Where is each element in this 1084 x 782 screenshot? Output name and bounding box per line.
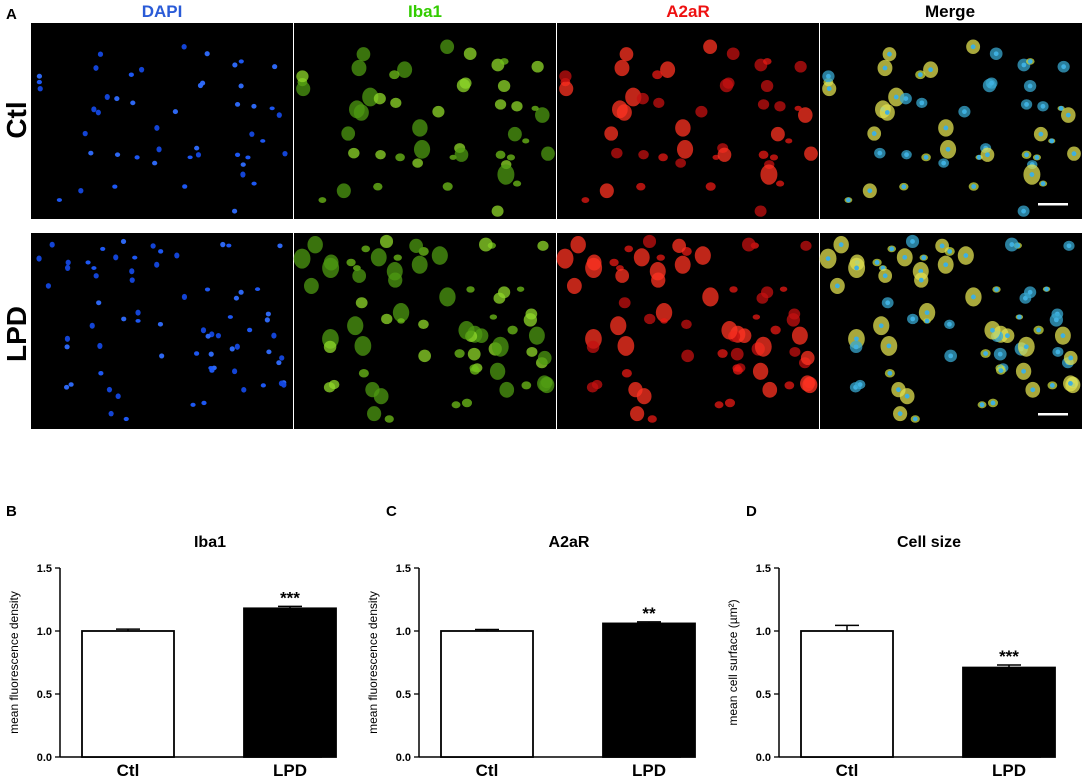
y-tick-label: 1.0 bbox=[37, 626, 52, 638]
y-axis-label: mean fluorescence density bbox=[7, 591, 21, 734]
chart-iba1: Iba1 mean fluorescence density 0.0 0.5 1.0 1.… bbox=[7, 534, 337, 780]
bar-ctl bbox=[440, 630, 534, 758]
micrograph-dapi-lpd bbox=[31, 233, 293, 429]
x-tick-label: Ctl bbox=[476, 761, 499, 780]
scale-bar-lpd bbox=[1038, 413, 1068, 416]
y-tick-label: 0.0 bbox=[396, 752, 411, 764]
chart-title: Iba1 bbox=[194, 534, 226, 551]
significance-marker: *** bbox=[999, 647, 1019, 666]
bar-ctl bbox=[81, 630, 175, 758]
bar-ctl bbox=[800, 630, 894, 758]
y-tick-label: 1.5 bbox=[37, 563, 52, 575]
panel-label-b: B bbox=[6, 503, 17, 520]
significance-marker: ** bbox=[642, 604, 656, 623]
bar-lpd bbox=[243, 607, 337, 758]
micrograph-a2ar-lpd bbox=[556, 233, 819, 429]
column-header-a2ar: A2aR bbox=[666, 2, 710, 21]
column-header-merge: Merge bbox=[924, 2, 976, 21]
micrograph-grid bbox=[31, 23, 1082, 429]
y-tick-label: 1.0 bbox=[756, 626, 771, 638]
y-tick-label: 0.5 bbox=[756, 689, 771, 701]
y-tick-label: 1.0 bbox=[396, 626, 411, 638]
x-tick-label: Ctl bbox=[117, 761, 140, 780]
y-axis-label: mean cell surface (µm²) bbox=[726, 599, 740, 725]
x-tick-label: LPD bbox=[992, 761, 1026, 780]
x-tick-label: LPD bbox=[632, 761, 666, 780]
panel-label-a: A bbox=[6, 6, 17, 23]
y-tick-label: 0.5 bbox=[37, 689, 52, 701]
panel-label-c: C bbox=[386, 503, 397, 520]
x-tick-label: LPD bbox=[273, 761, 307, 780]
chart-a2ar: A2aR mean fluorescence density 0.0 0.5 1.0 1.… bbox=[366, 534, 696, 780]
chart-title: A2aR bbox=[549, 534, 590, 551]
scale-bar-ctl bbox=[1038, 203, 1068, 206]
column-header-iba1: Iba1 bbox=[407, 2, 443, 21]
micrograph-merge-ctl bbox=[820, 23, 1082, 219]
micrograph-iba1-lpd bbox=[293, 233, 556, 429]
bar-lpd bbox=[962, 666, 1056, 758]
micrograph-dapi-ctl bbox=[31, 23, 293, 219]
micrograph-merge-lpd bbox=[819, 233, 1082, 429]
x-tick-label: Ctl bbox=[836, 761, 859, 780]
y-tick-label: 1.5 bbox=[396, 563, 411, 575]
column-header-dapi: DAPI bbox=[141, 2, 183, 21]
y-tick-label: 1.5 bbox=[756, 563, 771, 575]
significance-marker: *** bbox=[280, 588, 300, 607]
chart-cell-size: Cell size mean cell surface (µm²) 0.0 0.5 1.… bbox=[726, 534, 1056, 780]
y-tick-label: 0.0 bbox=[37, 752, 52, 764]
micrograph-a2ar-ctl bbox=[557, 23, 819, 219]
micrograph-iba1-ctl bbox=[294, 23, 556, 219]
y-axis-label: mean fluorescence density bbox=[366, 591, 380, 734]
y-tick-label: 0.5 bbox=[396, 689, 411, 701]
y-tick-label: 0.0 bbox=[756, 752, 771, 764]
panel-label-d: D bbox=[746, 503, 757, 520]
bar-lpd bbox=[602, 622, 696, 758]
chart-title: Cell size bbox=[897, 534, 961, 551]
